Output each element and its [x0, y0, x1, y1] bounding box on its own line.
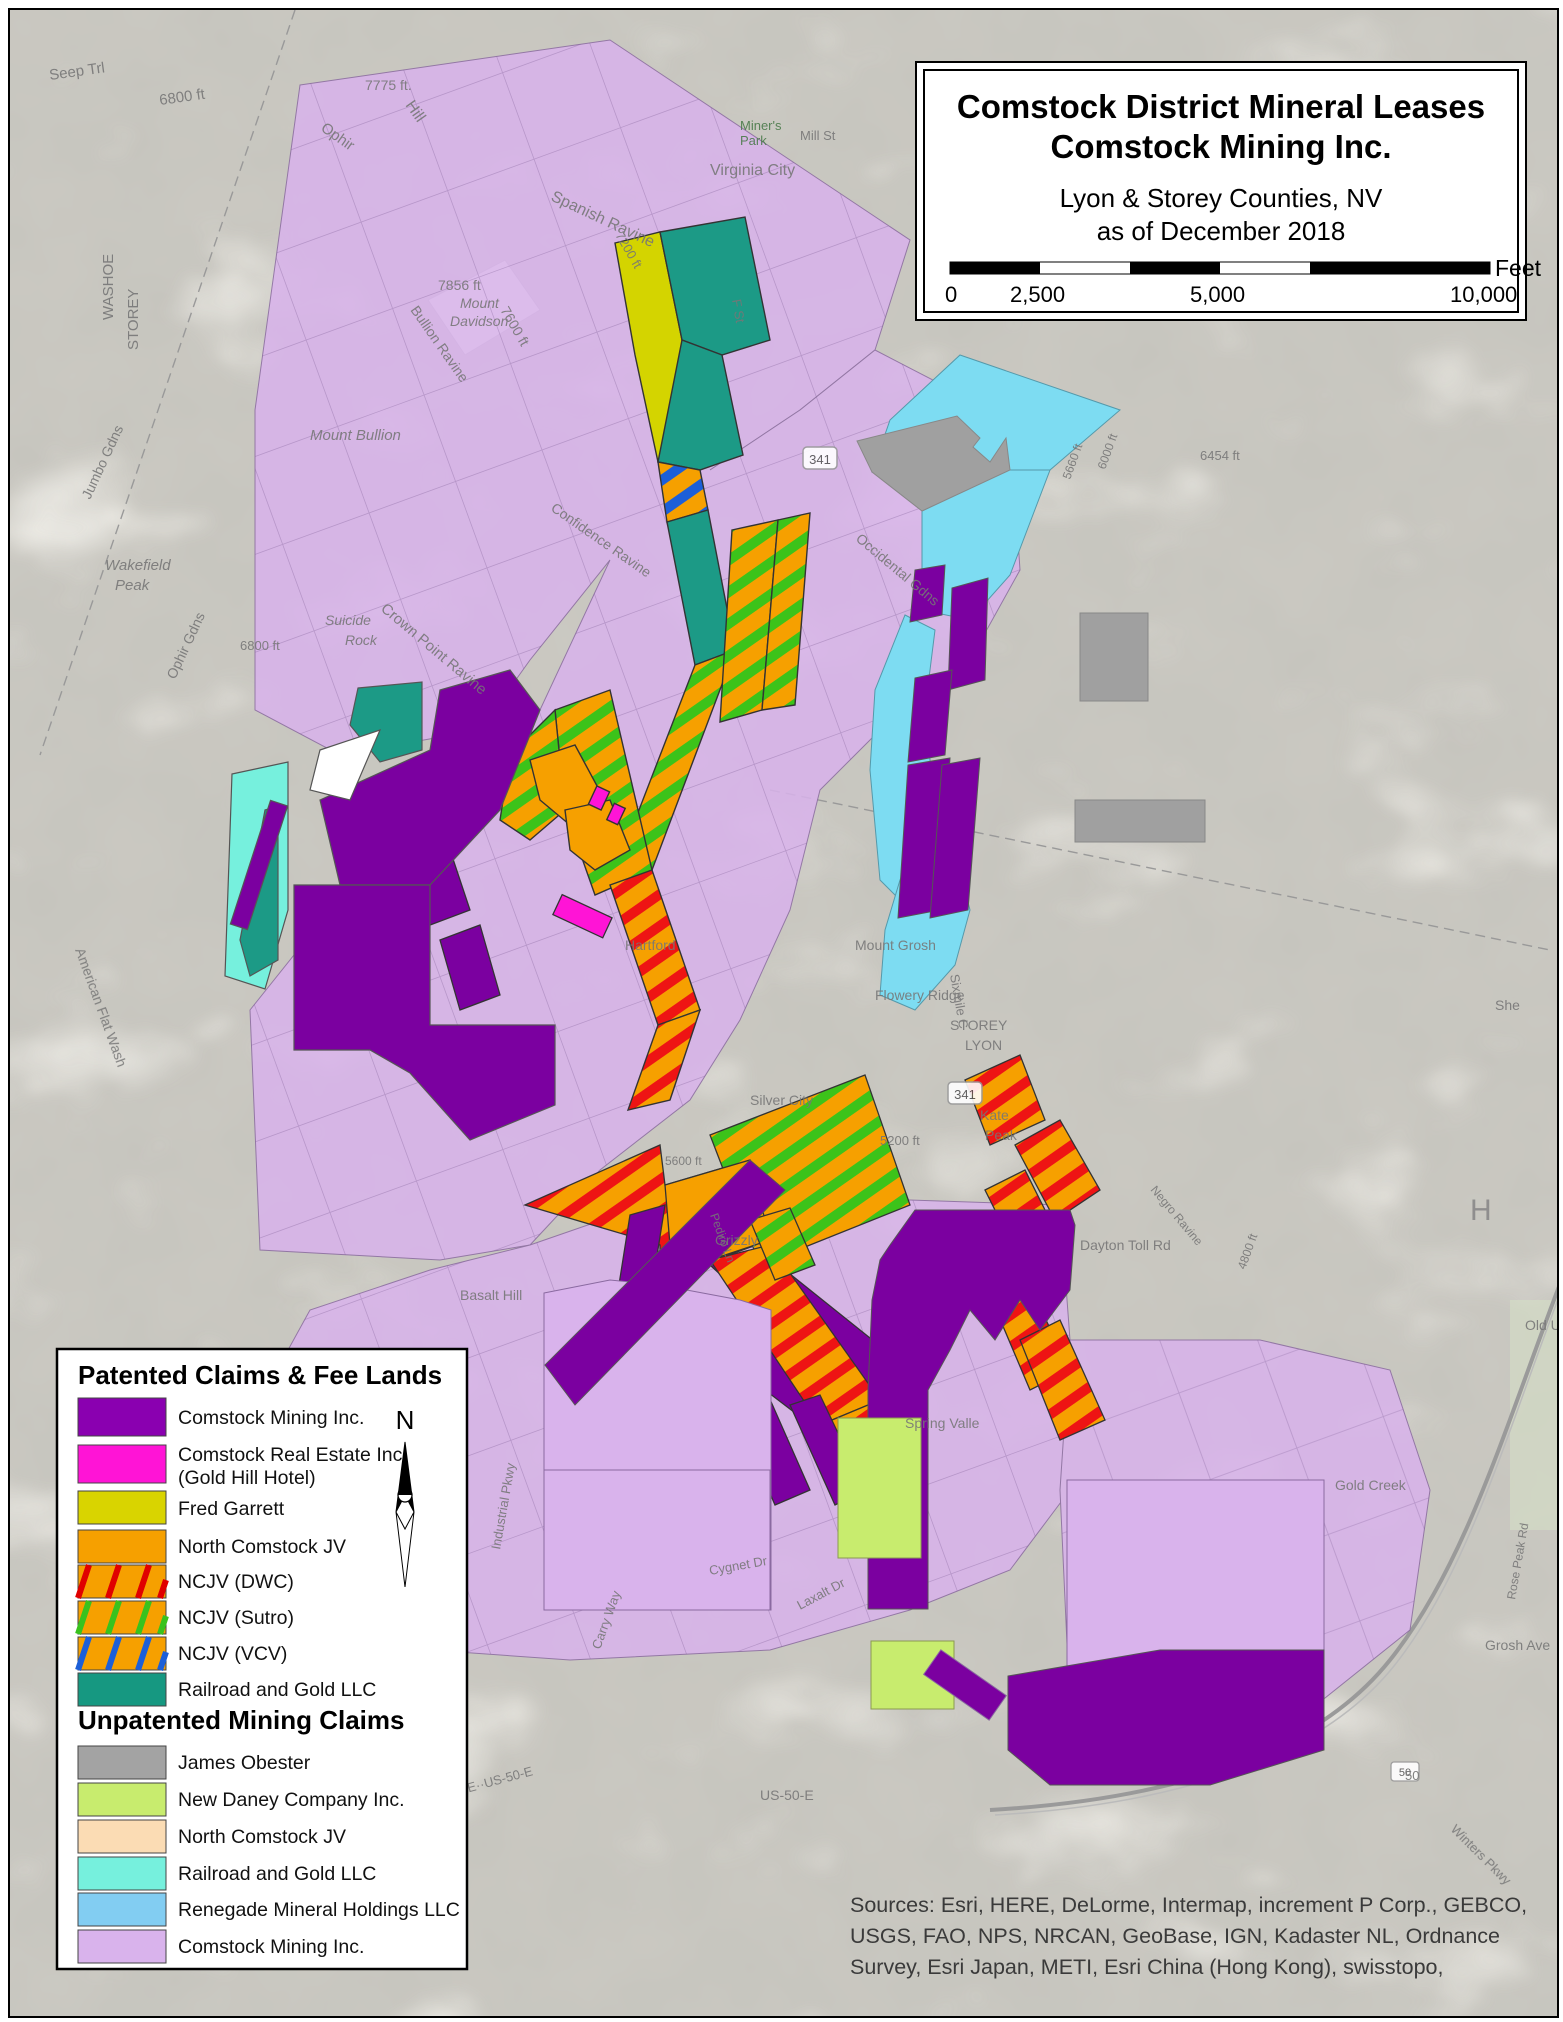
svg-text:Sources: Esri, HERE, DeLorme,: Sources: Esri, HERE, DeLorme, Intermap, … — [850, 1893, 1527, 1917]
svg-text:341: 341 — [809, 452, 831, 467]
svg-text:NCJV (DWC): NCJV (DWC) — [178, 1571, 294, 1593]
svg-text:6800 ft: 6800 ft — [240, 638, 280, 653]
svg-text:She: She — [1495, 997, 1520, 1013]
svg-text:Renegade Mineral Holdings LLC: Renegade Mineral Holdings LLC — [178, 1899, 460, 1921]
svg-text:6454 ft: 6454 ft — [1200, 448, 1240, 463]
svg-text:Railroad and Gold LLC: Railroad and Gold LLC — [178, 1679, 376, 1701]
svg-text:Mount Grosh: Mount Grosh — [855, 937, 936, 953]
svg-text:NCJV (VCV): NCJV (VCV) — [178, 1643, 287, 1665]
svg-text:New Daney Company Inc.: New Daney Company Inc. — [178, 1789, 405, 1811]
svg-text:Railroad and Gold LLC: Railroad and Gold LLC — [178, 1863, 376, 1885]
svg-text:Mount Bullion: Mount Bullion — [310, 427, 401, 444]
svg-text:Wakefield: Wakefield — [105, 557, 171, 574]
svg-text:Davidson: Davidson — [450, 313, 509, 329]
svg-text:Gold Creek: Gold Creek — [1335, 1477, 1407, 1493]
svg-text:STOREY: STOREY — [125, 289, 142, 350]
svg-text:5600 ft: 5600 ft — [665, 1154, 702, 1168]
svg-text:H: H — [1470, 1194, 1492, 1227]
svg-text:0: 0 — [945, 282, 957, 307]
svg-text:N: N — [396, 1405, 415, 1435]
svg-text:Basalt Hill: Basalt Hill — [460, 1287, 522, 1303]
svg-text:Dayton Toll Rd: Dayton Toll Rd — [1080, 1237, 1171, 1253]
svg-text:Old US-50: Old US-50 — [1525, 1317, 1557, 1333]
svg-text:Suicide: Suicide — [325, 612, 371, 628]
svg-text:Fred Garrett: Fred Garrett — [178, 1498, 285, 1520]
svg-text:Comstock Mining Inc.: Comstock Mining Inc. — [178, 1936, 364, 1958]
svg-text:(Gold Hill Hotel): (Gold Hill Hotel) — [178, 1467, 316, 1489]
svg-text:Comstock District Mineral Leas: Comstock District Mineral Leases — [957, 88, 1485, 125]
svg-text:Peak: Peak — [985, 1127, 1018, 1143]
svg-text:Peak: Peak — [115, 577, 151, 594]
svg-text:Hartford: Hartford — [625, 937, 676, 953]
svg-text:341: 341 — [954, 1087, 976, 1102]
svg-text:WASHOE: WASHOE — [100, 254, 117, 320]
svg-text:LYON: LYON — [965, 1037, 1002, 1053]
svg-text:Miner's: Miner's — [740, 118, 782, 133]
svg-text:Park: Park — [740, 133, 767, 148]
svg-text:Comstock Real Estate Inc.: Comstock Real Estate Inc. — [178, 1444, 408, 1466]
svg-text:Kate: Kate — [980, 1107, 1009, 1123]
svg-text:Comstock Mining Inc.: Comstock Mining Inc. — [1050, 128, 1391, 165]
svg-text:Mill St: Mill St — [800, 128, 836, 143]
svg-text:Feet: Feet — [1495, 255, 1542, 281]
svg-text:Mount: Mount — [460, 295, 500, 311]
svg-text:Grizzly: Grizzly — [715, 1232, 758, 1248]
svg-text:Rock: Rock — [345, 632, 378, 648]
svg-text:Virginia City: Virginia City — [710, 162, 795, 179]
svg-text:Spring Valle: Spring Valle — [905, 1415, 980, 1431]
svg-text:50: 50 — [1405, 1768, 1419, 1783]
svg-text:Patented Claims & Fee Lands: Patented Claims & Fee Lands — [78, 1360, 442, 1390]
svg-text:5200 ft: 5200 ft — [880, 1133, 920, 1148]
svg-text:USGS, FAO, NPS, NRCAN, GeoBase: USGS, FAO, NPS, NRCAN, GeoBase, IGN, Kad… — [850, 1924, 1500, 1948]
svg-text:7775 ft.: 7775 ft. — [365, 77, 412, 93]
svg-text:Grosh Ave: Grosh Ave — [1485, 1637, 1550, 1653]
svg-text:US-50-E: US-50-E — [760, 1787, 814, 1803]
svg-text:10,000: 10,000 — [1450, 282, 1517, 307]
svg-text:as of December 2018: as of December 2018 — [1097, 216, 1346, 246]
svg-text:2,500: 2,500 — [1010, 282, 1065, 307]
svg-text:Unpatented Mining Claims: Unpatented Mining Claims — [78, 1705, 404, 1735]
svg-text:Survey, Esri Japan, METI, Esri: Survey, Esri Japan, METI, Esri China (Ho… — [850, 1955, 1443, 1979]
svg-text:Lyon & Storey Counties, NV: Lyon & Storey Counties, NV — [1060, 183, 1383, 213]
svg-text:7856 ft: 7856 ft — [438, 277, 481, 293]
svg-text:James Obester: James Obester — [178, 1752, 311, 1774]
svg-text:North Comstock JV: North Comstock JV — [178, 1536, 346, 1558]
svg-text:NCJV (Sutro): NCJV (Sutro) — [178, 1607, 294, 1629]
svg-text:North Comstock JV: North Comstock JV — [178, 1826, 346, 1848]
svg-text:Silver City: Silver City — [750, 1092, 813, 1108]
svg-text:Comstock Mining Inc.: Comstock Mining Inc. — [178, 1407, 364, 1429]
svg-text:5,000: 5,000 — [1190, 282, 1245, 307]
